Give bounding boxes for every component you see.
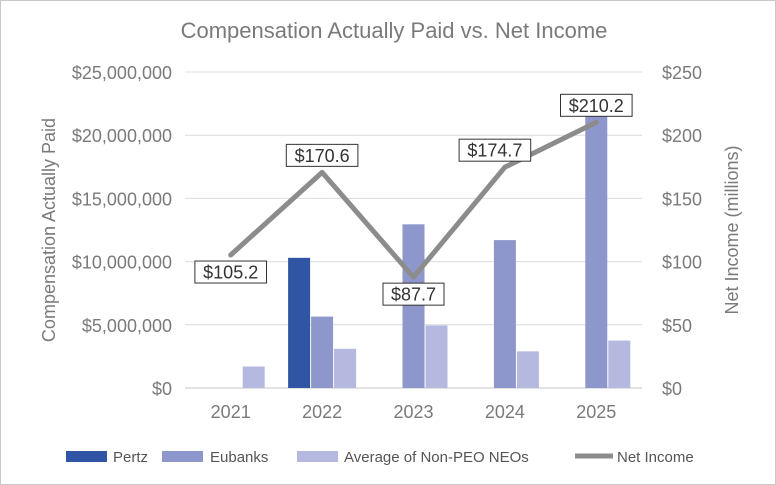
net-income-data-label: $210.2 bbox=[560, 93, 633, 117]
bar-eubanks-2022 bbox=[311, 316, 334, 388]
y2-tick-label: $250 bbox=[662, 63, 702, 83]
y2-tick-label: $0 bbox=[662, 379, 682, 399]
y-axis-label: Compensation Actually Paid bbox=[39, 118, 59, 342]
svg-text:Net Income: Net Income bbox=[617, 449, 694, 466]
svg-text:Average of Non-PEO NEOs: Average of Non-PEO NEOs bbox=[344, 449, 529, 466]
svg-text:$174.7: $174.7 bbox=[467, 141, 522, 161]
y2-axis-label: Net Income (millions) bbox=[722, 145, 742, 314]
x-axis-ticks: 2021 2022 2023 2024 2025 bbox=[211, 402, 617, 422]
legend-item-pertz: Pertz bbox=[66, 449, 148, 466]
legend: Pertz Eubanks Average of Non-PEO NEOs Net I… bbox=[66, 449, 694, 466]
bar-average-of-non-peo-neos-2022 bbox=[334, 348, 357, 388]
y2-tick-label: $150 bbox=[662, 189, 702, 209]
y2-tick-label: $100 bbox=[662, 253, 702, 273]
y-tick-label: $10,000,000 bbox=[72, 253, 172, 273]
net-income-line: $105.2 $170.6 $87.7 $174.7 $210.2 bbox=[194, 93, 633, 306]
y-tick-label: $25,000,000 bbox=[72, 63, 172, 83]
net-income-data-label: $170.6 bbox=[285, 143, 359, 167]
legend-item-eubanks: Eubanks bbox=[162, 449, 268, 466]
bar-average-of-non-peo-neos-2024 bbox=[516, 351, 539, 388]
y-tick-label: $15,000,000 bbox=[72, 189, 172, 209]
legend-item-average-of-non-peo-neos: Average of Non-PEO NEOs bbox=[297, 449, 529, 466]
y2-axis-ticks: $0 $50 $100 $150 $200 $250 bbox=[662, 63, 702, 399]
bars bbox=[242, 113, 631, 388]
svg-text:$87.7: $87.7 bbox=[391, 285, 436, 305]
x-tick-label: 2025 bbox=[576, 402, 616, 422]
bar-average-of-non-peo-neos-2023 bbox=[425, 325, 448, 388]
bar-average-of-non-peo-neos-2021 bbox=[242, 366, 265, 388]
bar-eubanks-2023 bbox=[402, 224, 425, 388]
net-income-data-label: $174.7 bbox=[458, 138, 532, 162]
bar-average-of-non-peo-neos-2025 bbox=[608, 340, 631, 388]
y2-tick-label: $50 bbox=[662, 316, 692, 336]
svg-text:$210.2: $210.2 bbox=[569, 96, 624, 116]
chart-title: Compensation Actually Paid vs. Net Incom… bbox=[181, 18, 608, 43]
bar-eubanks-2025 bbox=[585, 113, 608, 388]
net-income-data-label: $105.2 bbox=[194, 260, 267, 284]
y-tick-label: $0 bbox=[152, 379, 172, 399]
x-tick-label: 2024 bbox=[485, 402, 525, 422]
bar-eubanks-2024 bbox=[493, 240, 516, 388]
net-income-series-line bbox=[228, 119, 599, 280]
x-tick-label: 2021 bbox=[211, 402, 251, 422]
y-tick-label: $5,000,000 bbox=[82, 316, 172, 336]
svg-text:Eubanks: Eubanks bbox=[210, 449, 268, 466]
legend-item-net-income: Net Income bbox=[575, 449, 694, 466]
svg-text:$105.2: $105.2 bbox=[203, 263, 258, 283]
net-income-data-label: $87.7 bbox=[382, 282, 445, 306]
y-tick-label: $20,000,000 bbox=[72, 126, 172, 146]
x-tick-label: 2022 bbox=[302, 402, 342, 422]
x-tick-label: 2023 bbox=[393, 402, 433, 422]
y2-tick-label: $200 bbox=[662, 126, 702, 146]
svg-text:Pertz: Pertz bbox=[113, 449, 148, 466]
bar-pertz-2022 bbox=[288, 257, 311, 388]
y-axis-ticks: $0 $5,000,000 $10,000,000 $15,000,000 $20,00… bbox=[72, 63, 172, 399]
svg-text:$170.6: $170.6 bbox=[295, 146, 350, 166]
